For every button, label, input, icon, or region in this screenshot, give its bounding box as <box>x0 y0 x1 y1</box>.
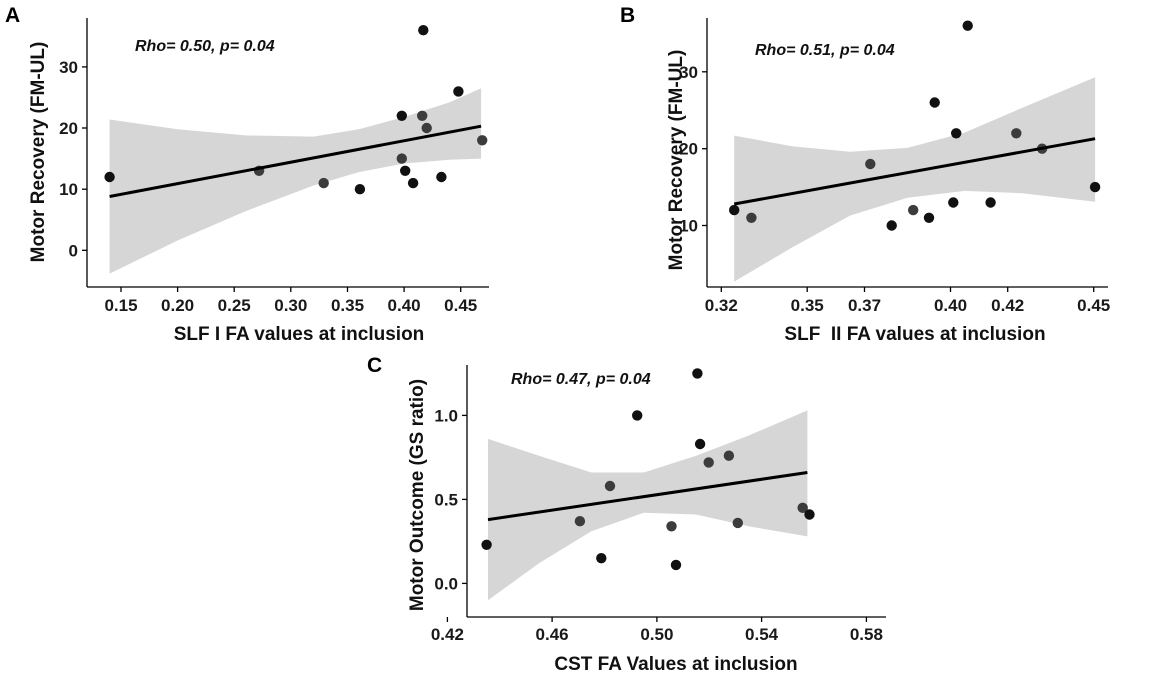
regression-line <box>487 471 808 522</box>
x-tick-label: 0.40 <box>934 296 967 315</box>
x-tick-label: 0.15 <box>104 296 137 315</box>
data-point <box>923 212 935 223</box>
y-tick-label: 1.0 <box>434 406 458 425</box>
data-point <box>1089 181 1101 193</box>
data-point <box>396 153 407 164</box>
x-tick-label: 0.30 <box>274 296 307 315</box>
y-tick-label: 30 <box>679 63 698 82</box>
confidence-band <box>734 77 1096 282</box>
y-tick-label: 20 <box>59 119 78 138</box>
x-tick-label: 0.37 <box>848 296 881 315</box>
x-tick-label: 0.35 <box>791 296 824 315</box>
data-point <box>318 177 329 189</box>
data-point <box>436 171 447 183</box>
data-point <box>396 110 407 122</box>
data-point <box>574 516 586 527</box>
y-axis-title: Motor Recovery (FM-UL) <box>28 42 49 263</box>
panel-label: A <box>5 4 20 27</box>
data-point <box>694 438 706 450</box>
y-axis-title: Motor Recovery (FM-UL) <box>666 50 687 271</box>
data-point <box>604 480 616 492</box>
x-tick-label: 0.25 <box>218 296 251 315</box>
correlation-annotation: Rho= 0.47, p= 0.04 <box>511 371 651 388</box>
y-tick-label: 0.5 <box>434 490 458 509</box>
y-tick-label: 10 <box>59 180 78 199</box>
data-point <box>354 184 366 195</box>
data-point <box>692 368 703 379</box>
x-axis-title: SLF II FA values at inclusion <box>784 324 1045 345</box>
data-point <box>477 135 488 146</box>
data-point <box>596 553 607 564</box>
panel-label: B <box>620 4 635 27</box>
data-point <box>481 539 492 550</box>
x-tick-label: 0.40 <box>388 296 421 315</box>
x-tick-label: 0.45 <box>1077 296 1110 315</box>
x-tick-label: 0.42 <box>991 296 1024 315</box>
x-tick-label: 0.20 <box>161 296 194 315</box>
data-point <box>746 212 757 223</box>
data-point <box>632 410 643 421</box>
data-point <box>804 509 815 520</box>
confidence-band <box>109 88 482 274</box>
x-axis-title: CST FA Values at inclusion <box>554 654 797 675</box>
data-point <box>948 197 959 208</box>
data-point <box>104 171 115 183</box>
data-point <box>407 177 419 189</box>
regression-line <box>109 124 482 198</box>
x-tick-label: 0.32 <box>705 296 738 315</box>
data-point <box>703 457 714 468</box>
data-point <box>400 165 411 176</box>
data-point <box>453 86 464 97</box>
panel-b-scatter-chart: 0.32 0.35 0.37 0.40 0.42 0.45 10 20 30 B Rho= 0.51… <box>620 4 1110 345</box>
y-axis-title: Motor Outcome (GS ratio) <box>407 379 428 611</box>
data-point <box>929 97 940 108</box>
data-point <box>985 197 996 208</box>
x-tick-label: 0.42 <box>431 625 464 644</box>
data-point <box>729 204 740 216</box>
x-tick-label: 0.35 <box>331 296 364 315</box>
data-point <box>1011 128 1022 139</box>
correlation-annotation: Rho= 0.51, p= 0.04 <box>755 42 895 59</box>
y-tick-label: 10 <box>679 217 698 236</box>
panel-a-scatter-chart: 0.15 0.20 0.25 0.30 0.35 0.40 0.45 0 10 20 30 A Rho=… <box>5 4 489 345</box>
data-point <box>417 110 428 122</box>
data-point <box>723 450 735 461</box>
data-point <box>732 517 743 529</box>
x-tick-label: 0.45 <box>444 296 477 315</box>
y-tick-label: 0.0 <box>434 574 458 593</box>
correlation-annotation: Rho= 0.50, p= 0.04 <box>135 38 275 55</box>
panel-c-scatter-chart: 0.42 0.46 0.50 0.54 0.58 0.0 0.5 1.0 C Rho= 0.47,… <box>367 354 886 675</box>
data-point <box>908 204 919 216</box>
data-point <box>886 220 897 231</box>
confidence-band <box>488 410 808 601</box>
regression-line <box>733 137 1096 206</box>
data-point <box>666 521 677 532</box>
data-point <box>418 25 429 36</box>
x-tick-label: 0.54 <box>745 625 779 644</box>
data-point <box>421 122 432 134</box>
y-tick-label: 0 <box>69 241 78 260</box>
data-point <box>962 20 973 31</box>
x-tick-label: 0.58 <box>850 625 883 644</box>
data-point <box>951 128 962 139</box>
data-point <box>797 502 808 513</box>
x-tick-label: 0.46 <box>536 625 569 644</box>
panel-label: C <box>367 354 382 377</box>
x-tick-label: 0.50 <box>640 625 673 644</box>
y-tick-label: 20 <box>679 140 698 159</box>
data-point <box>670 559 682 571</box>
data-point <box>865 158 876 170</box>
y-tick-label: 30 <box>59 58 78 77</box>
x-axis-title: SLF I FA values at inclusion <box>174 324 425 345</box>
